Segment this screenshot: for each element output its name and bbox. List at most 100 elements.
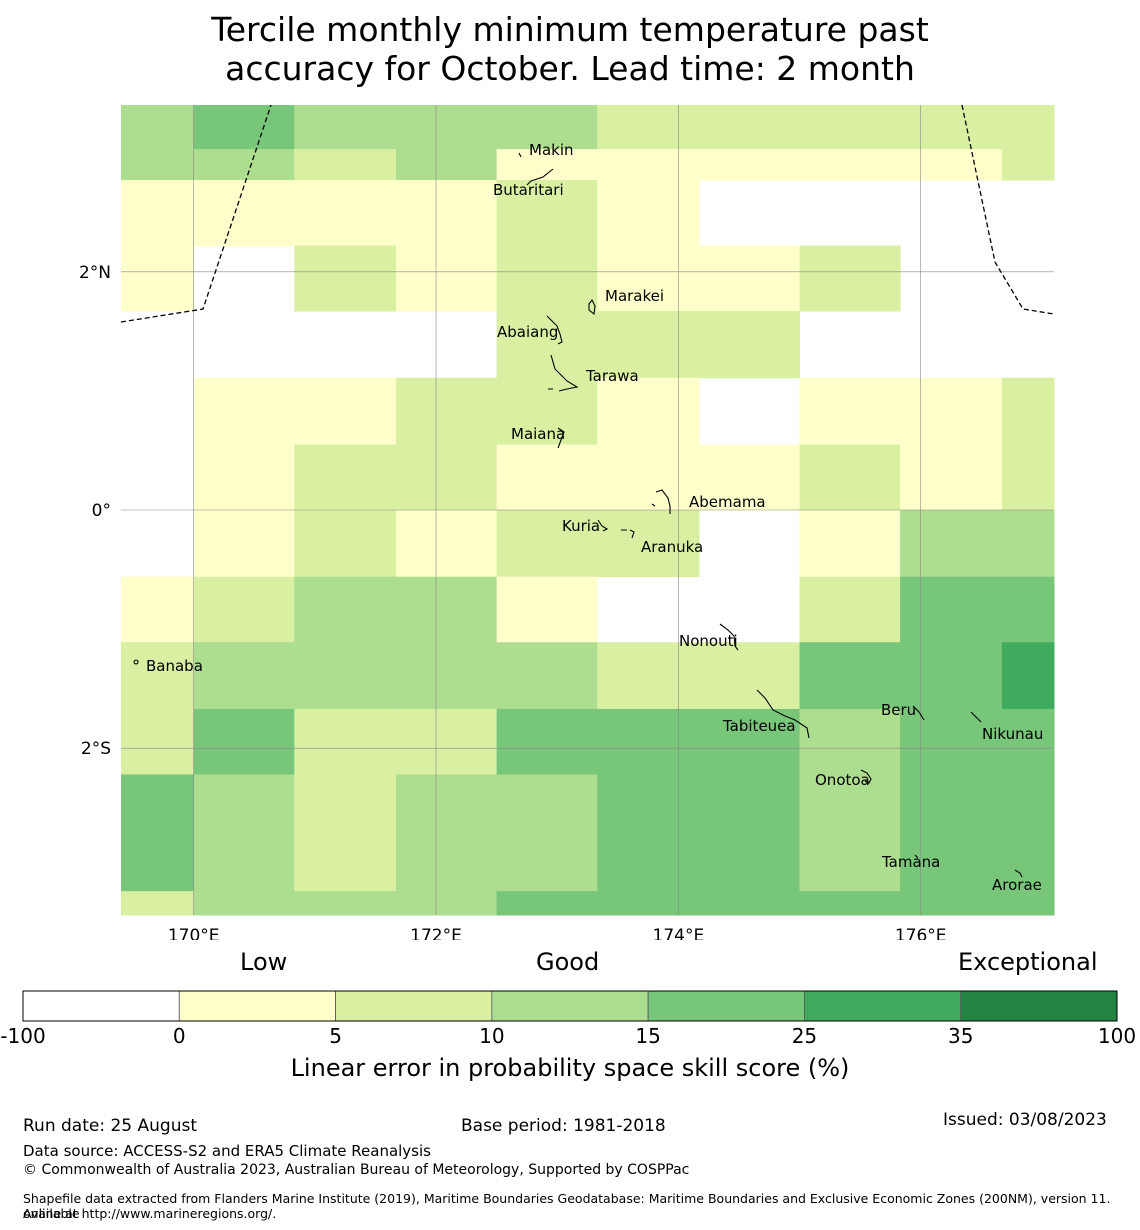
title-line-2: accuracy for October. Lead time: 2 month	[225, 49, 915, 88]
island-outline	[526, 168, 554, 186]
skill-cell	[900, 708, 1003, 775]
lat-tick-label: 2°N	[79, 263, 111, 283]
skill-cell	[496, 311, 598, 379]
skill-cell	[597, 774, 700, 841]
island-outline	[546, 315, 563, 345]
skill-cell	[698, 774, 801, 841]
skill-cell	[294, 708, 397, 775]
skill-cell	[193, 180, 295, 247]
island-label: Banaba	[146, 657, 203, 675]
island-label: Onotoa	[815, 771, 870, 789]
skill-cell	[294, 774, 397, 841]
colorbar-bin	[647, 990, 805, 1022]
copyright: © Commonwealth of Australia 2023, Austra…	[23, 1162, 690, 1178]
island-label: Marakei	[605, 287, 664, 305]
lon-tick-label: 174°E	[653, 926, 705, 940]
skill-cell	[799, 149, 901, 181]
island-outline	[597, 519, 609, 532]
skill-cell	[496, 444, 598, 511]
skill-cell	[597, 642, 700, 710]
skill-cell	[597, 311, 700, 379]
colorbar-tick-label: 0	[172, 1024, 186, 1048]
skill-cell	[193, 510, 295, 578]
island-outline	[133, 659, 139, 665]
skill-cell	[1001, 377, 1055, 445]
skill-cell	[294, 180, 397, 247]
run-date: Run date: 25 August	[23, 1116, 197, 1136]
skill-cell	[698, 708, 801, 775]
colorbar-tick-label: -100	[0, 1024, 46, 1048]
skill-cell	[121, 149, 195, 181]
skill-cell	[496, 180, 598, 247]
skill-cell	[597, 444, 700, 511]
skill-cell	[698, 839, 801, 892]
skill-cell	[193, 839, 295, 892]
skill-cell	[698, 149, 801, 181]
skill-cell	[799, 708, 901, 775]
category-exceptional: Exceptional	[958, 948, 1098, 976]
island-outline	[588, 298, 596, 316]
skill-cell	[597, 510, 700, 578]
colorbar-tick-label: 15	[635, 1024, 661, 1048]
skill-cell	[1001, 510, 1055, 578]
colorbar-tick-label: 5	[329, 1024, 342, 1048]
island-label: Abemama	[689, 493, 766, 511]
island-outline	[914, 854, 919, 859]
skill-cell	[193, 576, 295, 643]
colorbar-tick-label: 10	[479, 1024, 505, 1048]
island-outline	[719, 623, 739, 651]
lon-tick-label: 176°E	[895, 926, 947, 940]
island-outline	[651, 489, 671, 514]
colorbar-bin	[335, 990, 493, 1022]
skill-cell	[799, 774, 901, 841]
shapefile-credit-2: online at http://www.marineregions.org/.	[23, 1206, 277, 1221]
skill-cell	[193, 774, 295, 841]
island-label: Tarawa	[585, 367, 639, 385]
skill-cell	[193, 149, 295, 181]
category-good: Good	[536, 948, 600, 976]
skill-cell	[396, 245, 498, 312]
skill-cell	[900, 642, 1003, 710]
skill-cell	[496, 891, 598, 916]
island-outline	[756, 689, 810, 739]
island-label: Arorae	[992, 876, 1042, 894]
colorbar-frame	[22, 990, 1118, 1022]
skill-cell	[597, 105, 700, 150]
skill-cell	[900, 105, 1003, 150]
skill-cell	[900, 149, 1003, 181]
skill-cell	[121, 105, 195, 150]
skill-cell	[1001, 642, 1055, 710]
skill-cell	[799, 510, 901, 578]
lat-tick-label: 0°	[92, 501, 111, 521]
category-low: Low	[240, 948, 288, 976]
skill-cell	[1001, 774, 1055, 841]
skill-cell	[396, 708, 498, 775]
skill-cell	[396, 891, 498, 916]
skill-cell	[698, 642, 801, 710]
island-outline	[1014, 869, 1023, 878]
skill-cell	[294, 149, 397, 181]
skill-cell	[396, 149, 498, 181]
colorbar-bin	[804, 990, 962, 1022]
skill-cell	[698, 891, 801, 916]
skill-cell	[597, 708, 700, 775]
skill-cell	[294, 444, 397, 511]
skill-cell	[121, 576, 195, 643]
lat-tick-label: 2°S	[81, 739, 111, 759]
colorbar-label: Linear error in probability space skill …	[290, 1054, 850, 1082]
skill-cell	[294, 642, 397, 710]
skill-cell	[698, 245, 801, 312]
island-outline	[557, 427, 565, 449]
skill-cell	[193, 444, 295, 511]
island-label: Abaiang	[497, 323, 558, 341]
skill-cell	[193, 105, 295, 150]
eez-boundary-east	[961, 104, 1055, 315]
skill-cell	[799, 576, 901, 643]
skill-cell	[496, 642, 598, 710]
skill-cell	[900, 510, 1003, 578]
skill-cell	[900, 576, 1003, 643]
skill-cell	[193, 642, 295, 710]
skill-cell	[1001, 708, 1055, 775]
skill-cell	[496, 149, 598, 181]
skill-cell	[396, 839, 498, 892]
